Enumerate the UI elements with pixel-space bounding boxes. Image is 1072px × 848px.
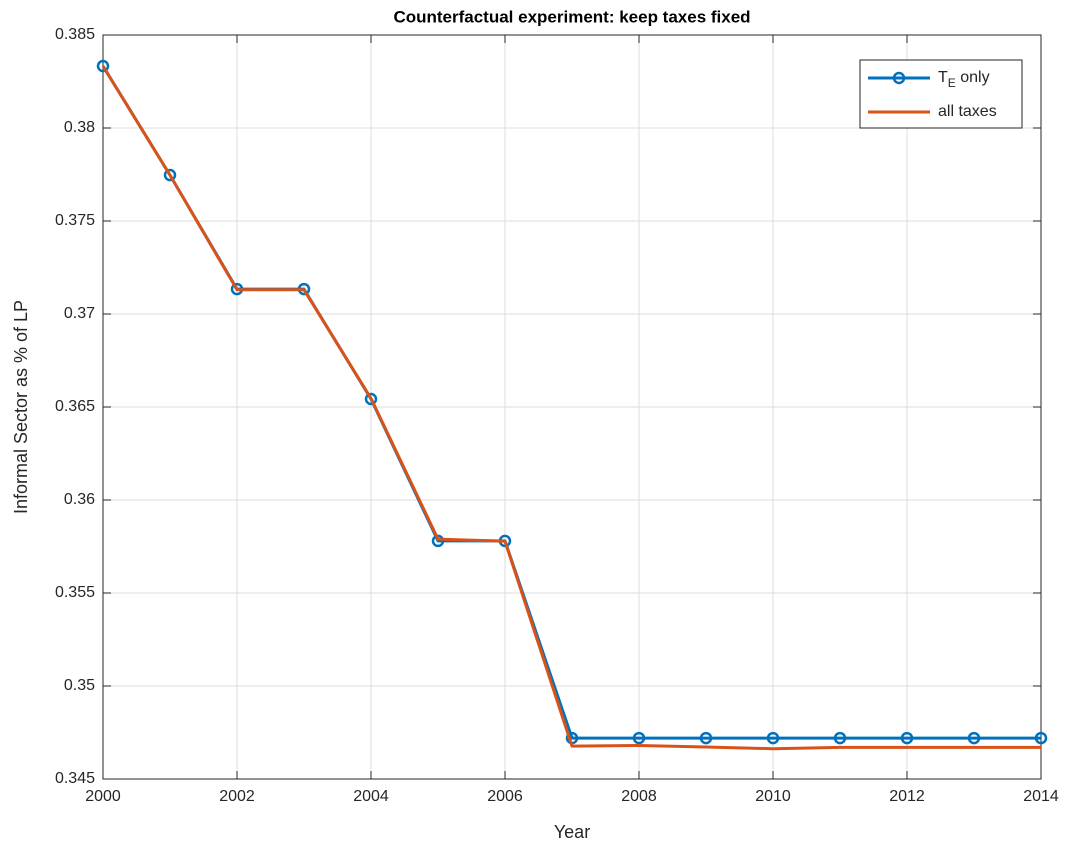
y-tick-label: 0.345 bbox=[55, 770, 95, 787]
x-tick-label: 2014 bbox=[1023, 788, 1059, 805]
marker bbox=[766, 731, 780, 745]
x-tick-label: 2012 bbox=[889, 788, 925, 805]
y-tick-label: 0.355 bbox=[55, 584, 95, 601]
marker bbox=[900, 731, 914, 745]
y-tick-label: 0.365 bbox=[55, 398, 95, 415]
legend-box bbox=[859, 59, 1023, 129]
marker bbox=[967, 731, 981, 745]
marker bbox=[364, 392, 378, 406]
y-tick-label: 0.385 bbox=[55, 26, 95, 43]
plot-frame bbox=[102, 34, 1042, 780]
marker bbox=[96, 59, 110, 73]
series-line bbox=[101, 65, 1041, 751]
x-tick-label: 2008 bbox=[621, 788, 657, 805]
y-tick-label: 0.375 bbox=[55, 212, 95, 229]
x-tick-label: 2006 bbox=[487, 788, 523, 805]
y-tick-label: 0.36 bbox=[64, 491, 95, 508]
x-tick-label: 2000 bbox=[85, 788, 121, 805]
marker bbox=[1034, 731, 1048, 745]
legend-label: TE only bbox=[938, 69, 990, 90]
y-tick-label: 0.35 bbox=[64, 677, 95, 694]
marker bbox=[699, 731, 713, 745]
legend-label: all taxes bbox=[938, 103, 997, 120]
x-tick-label: 2004 bbox=[353, 788, 389, 805]
y-axis-label: Informal Sector as % of LP bbox=[11, 300, 31, 514]
y-tick-label: 0.38 bbox=[64, 119, 95, 136]
x-axis-label: Year bbox=[554, 822, 590, 842]
legend-marker bbox=[892, 71, 906, 85]
marker bbox=[632, 731, 646, 745]
y-tick-label: 0.37 bbox=[64, 305, 95, 322]
chart-title: Counterfactual experiment: keep taxes fi… bbox=[393, 7, 750, 26]
marker bbox=[163, 168, 177, 182]
marker bbox=[833, 731, 847, 745]
x-tick-label: 2010 bbox=[755, 788, 791, 805]
x-tick-label: 2002 bbox=[219, 788, 255, 805]
